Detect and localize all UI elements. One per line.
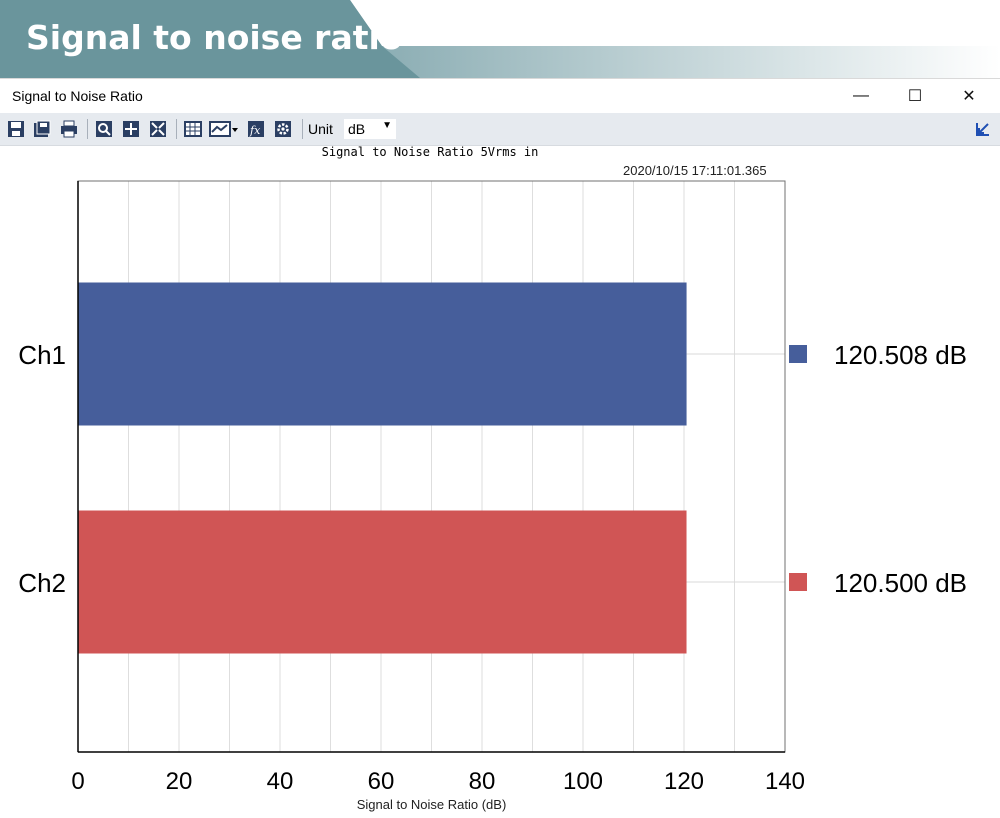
x-axis-title: Signal to Noise Ratio (dB) [357, 797, 507, 812]
unit-value: dB [348, 121, 366, 137]
bar-ch1 [78, 282, 687, 426]
x-tick-label: 20 [166, 768, 193, 795]
zoom-icon[interactable] [93, 118, 115, 140]
x-tick-label: 120 [664, 768, 704, 795]
chart-type-icon[interactable] [209, 118, 239, 140]
x-tick-label: 40 [267, 768, 294, 795]
svg-text:fx: fx [249, 124, 261, 137]
legend-swatch [789, 345, 807, 363]
close-button[interactable]: ✕ [962, 88, 976, 105]
category-label: Ch1 [18, 340, 66, 370]
toolbar-separator [302, 119, 303, 139]
unit-label: Unit [308, 121, 333, 137]
print-icon[interactable] [58, 118, 80, 140]
toolbar-separator [87, 119, 88, 139]
save-all-icon[interactable] [31, 118, 53, 140]
category-label: Ch2 [18, 568, 66, 598]
fit-icon[interactable] [147, 118, 169, 140]
bar-ch2 [78, 510, 687, 654]
function-icon[interactable]: fx [245, 118, 267, 140]
chevron-down-icon: ▼ [382, 120, 392, 131]
chart-title: Signal to Noise Ratio 5Vrms in [321, 145, 539, 159]
pan-icon[interactable] [120, 118, 142, 140]
toolbar: fx Unit dB ▼ [0, 113, 1000, 146]
unit-select[interactable]: dB ▼ [344, 119, 396, 139]
value-label: 120.500 dB [834, 568, 967, 598]
banner-background [0, 0, 1000, 78]
value-label: 120.508 dB [834, 340, 967, 370]
chart-timestamp: 2020/10/15 17:11:01.365 [623, 163, 767, 178]
window-title: Signal to Noise Ratio [12, 88, 143, 104]
title-bar: Signal to Noise Ratio — ☐ ✕ [0, 79, 1000, 113]
save-icon[interactable] [5, 118, 27, 140]
expand-icon[interactable] [972, 118, 994, 140]
x-tick-label: 60 [368, 768, 395, 795]
x-tick-label: 140 [765, 768, 805, 795]
x-tick-label: 0 [71, 768, 84, 795]
minimize-button[interactable]: — [853, 87, 869, 104]
banner-title: Signal to noise ratio [26, 18, 403, 57]
legend-swatch [789, 573, 807, 591]
maximize-button[interactable]: ☐ [907, 88, 923, 105]
toolbar-separator [176, 119, 177, 139]
settings-icon[interactable] [272, 118, 294, 140]
banner: Signal to noise ratio [0, 0, 1000, 78]
x-tick-label: 80 [469, 768, 496, 795]
table-icon[interactable] [182, 118, 204, 140]
x-tick-label: 100 [563, 768, 603, 795]
